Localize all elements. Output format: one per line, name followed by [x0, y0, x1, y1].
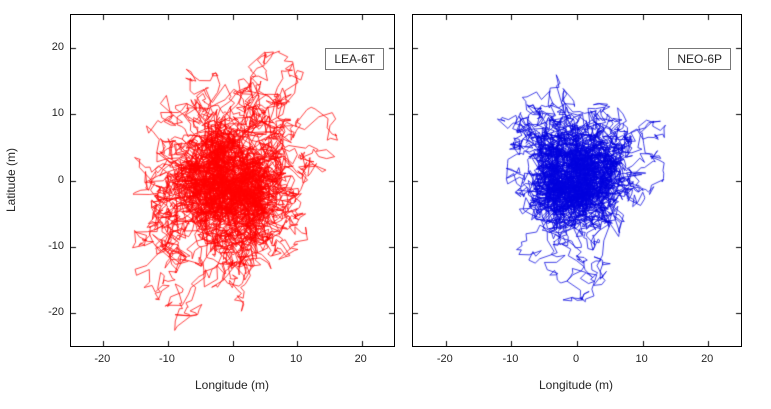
x-tick-label: 10 [635, 353, 648, 365]
chart-neo6p: Longitude (m) NEO-6P -20 -10 0 10 20 [400, 0, 771, 409]
chart-lea6t: Latitude (m) Longitude (m) LEA-6T -20 -10… [4, 14, 395, 392]
x-tick-label: -20 [94, 353, 111, 365]
x-tick-label: -20 [436, 353, 453, 365]
legend-lea6t: LEA-6T [325, 48, 384, 70]
x-tick-label: -10 [502, 353, 519, 365]
y-tick-label: -20 [48, 305, 64, 318]
x-tick-label: 20 [701, 353, 714, 365]
legend-neo6p: NEO-6P [668, 48, 731, 70]
x-axis-title: Longitude (m) [538, 378, 614, 392]
y-tick-label: -10 [48, 239, 64, 252]
x-tick-label: 20 [354, 353, 367, 365]
y-axis-title: Latitude (m) [4, 147, 18, 212]
x-tick-label: 0 [228, 353, 235, 365]
x-tick-label: 0 [572, 353, 580, 365]
y-tick-label: 10 [51, 107, 64, 120]
y-tick-label: 0 [57, 173, 64, 186]
x-tick-label: -10 [158, 353, 175, 365]
y-tick-label: 20 [51, 41, 64, 54]
x-tick-label: 10 [289, 353, 303, 365]
x-axis-title: Longitude (m) [194, 378, 270, 392]
